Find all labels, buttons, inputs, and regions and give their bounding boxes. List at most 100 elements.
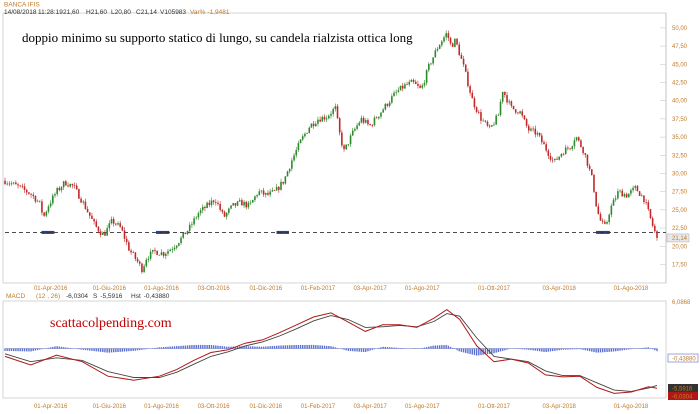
candle-body: [21, 185, 24, 187]
candle-body: [108, 223, 111, 229]
candle-body: [88, 212, 91, 216]
candle-body: [451, 43, 454, 47]
candle-body: [623, 194, 626, 197]
candle-body: [282, 181, 284, 184]
candle-body: [656, 231, 658, 238]
x-tick-label: 01-Ago-2017: [405, 404, 440, 410]
price-gridlines: [660, 27, 666, 265]
candle-body: [162, 252, 165, 256]
candle-body: [99, 231, 102, 235]
candle-body: [301, 136, 304, 140]
candle-body: [399, 85, 402, 91]
svg-text:H21,60: H21,60: [86, 9, 107, 16]
candle-body: [419, 85, 421, 88]
candle-body: [638, 191, 641, 196]
candle-body: [306, 132, 308, 134]
candle-body: [469, 86, 471, 93]
candle-body: [391, 96, 393, 103]
macd-histogram: [4, 344, 658, 356]
candle-body: [354, 128, 356, 131]
candle-body: [278, 186, 280, 190]
candle-body: [175, 245, 178, 248]
candle-body: [464, 64, 467, 72]
candle-body: [610, 205, 613, 215]
candle-body: [65, 181, 67, 186]
candle-body: [91, 215, 93, 219]
candle-body: [49, 203, 52, 207]
candle-body: [195, 217, 198, 219]
candle-body: [286, 171, 289, 177]
candle-body: [593, 174, 595, 192]
header-close: 21,14: [141, 9, 158, 16]
candle-body: [251, 200, 254, 203]
candle-body: [612, 199, 615, 206]
candle-body: [60, 187, 63, 191]
candle-body: [630, 190, 632, 194]
candle-body: [334, 106, 337, 109]
candle-body: [217, 202, 219, 205]
svg-text:V105983: V105983: [160, 9, 186, 16]
candle-body: [599, 213, 602, 221]
candle-body: [525, 119, 528, 126]
macd-value: -6,0304: [66, 293, 88, 300]
candle-body: [136, 258, 139, 262]
candle-body: [56, 188, 58, 195]
candle-body: [351, 130, 354, 136]
candle-body: [349, 135, 352, 145]
candle-body: [191, 224, 193, 225]
macd-top-tick: 6,0868: [672, 300, 691, 306]
candle-body: [75, 185, 78, 190]
candle-body: [171, 249, 174, 251]
candle-body: [619, 190, 621, 192]
candle-body: [330, 113, 332, 116]
svg-text:Var%-1,9481: Var% -1,9481: [190, 9, 230, 16]
candle-body: [241, 200, 243, 206]
candle-body: [210, 200, 213, 205]
candle-body: [10, 183, 13, 185]
candle-body: [125, 238, 128, 243]
candle-body: [19, 185, 22, 187]
last-price-label: 21,14: [672, 236, 688, 242]
candle-body: [649, 209, 652, 219]
candle-body: [52, 195, 54, 204]
candle-body: [393, 92, 395, 97]
price-panel: [2, 12, 667, 284]
candle-body: [178, 243, 180, 246]
candle-body: [551, 159, 554, 161]
candle-body: [208, 202, 211, 205]
macd-value-badge-text: -6,0304: [672, 395, 693, 401]
candle-body: [397, 90, 400, 92]
price-y-tick-label: 40,00: [672, 99, 688, 105]
candle-body: [199, 210, 202, 214]
analysis-annotation: doppio minimo su supporto statico di lun…: [22, 30, 413, 45]
candle-body: [236, 201, 239, 206]
candle-body: [321, 116, 324, 122]
candle-body: [130, 250, 132, 253]
candle-body: [165, 253, 167, 256]
candle-body: [225, 212, 228, 217]
candles-group: [4, 30, 658, 274]
candle-body: [380, 112, 382, 117]
price-y-tick-label: 42,50: [672, 81, 688, 87]
candle-body: [549, 155, 552, 160]
candle-body: [256, 194, 258, 197]
candle-body: [614, 198, 617, 200]
candle-body: [577, 137, 580, 141]
candle-body: [82, 201, 85, 203]
candle-body: [325, 118, 328, 120]
candle-body: [371, 125, 374, 126]
candle-body: [117, 223, 119, 225]
candle-body: [141, 263, 143, 273]
candle-body: [156, 250, 158, 255]
candle-body: [501, 91, 504, 102]
candle-body: [106, 228, 108, 236]
svg-text:L20,80: L20,80: [111, 9, 131, 16]
candle-body: [460, 54, 463, 59]
candle-body: [404, 84, 406, 89]
header-stats: 14/08/2018 11:28:19 21,60 H21,60 L20,80 …: [4, 9, 230, 16]
candle-body: [119, 223, 121, 227]
x-tick-label: 01-Giu-2016: [93, 404, 127, 410]
candle-body: [364, 120, 367, 123]
header-volume-label: V: [160, 9, 165, 16]
candle-body: [188, 224, 191, 231]
